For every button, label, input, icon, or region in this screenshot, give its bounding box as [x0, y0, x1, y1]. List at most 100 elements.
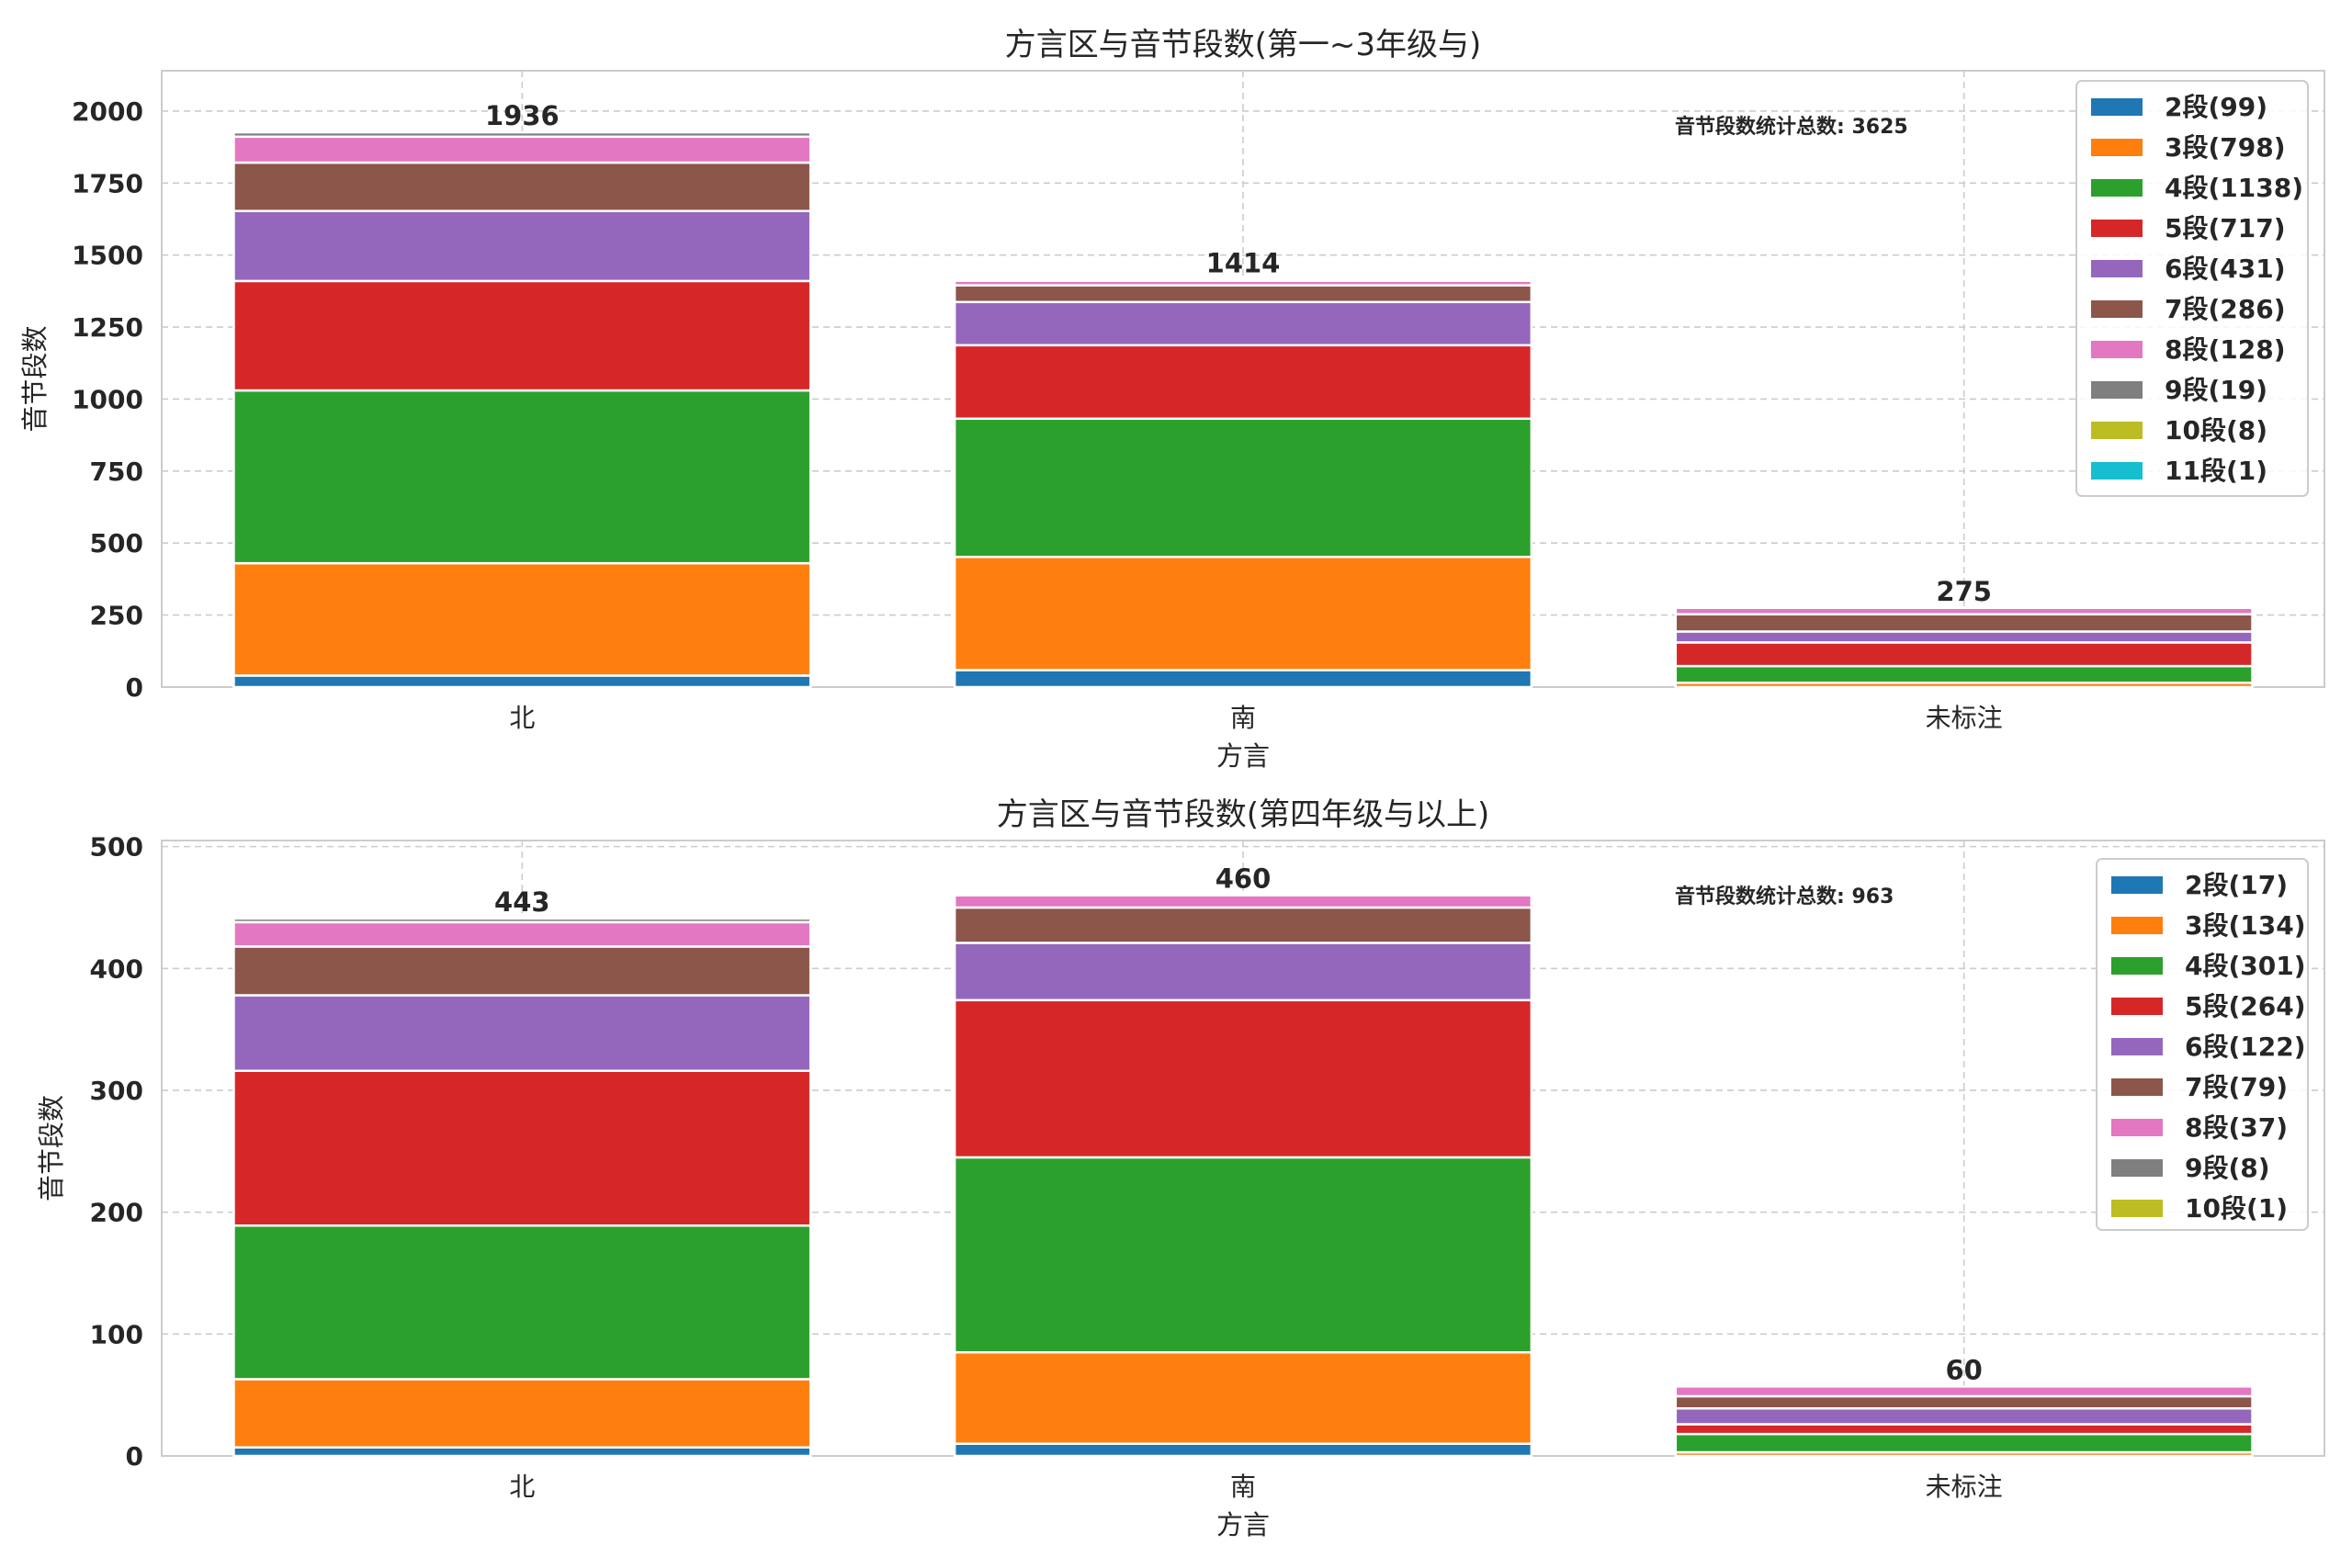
- legend-label: 6段(431): [2165, 254, 2286, 284]
- legend-label: 5段(264): [2185, 991, 2306, 1021]
- legend-label: 4段(1138): [2165, 173, 2303, 203]
- bar-segment: [232, 135, 812, 164]
- bar-segment: [953, 344, 1533, 421]
- legend-swatch: [2091, 341, 2143, 358]
- y-tick-label: 750: [90, 457, 143, 487]
- legend-swatch: [2111, 1119, 2163, 1136]
- legend-swatch: [2091, 98, 2143, 116]
- bar-segment: [953, 300, 1533, 347]
- legend-label: 3段(798): [2165, 132, 2286, 163]
- legend-label: 9段(19): [2165, 375, 2267, 405]
- y-tick-label: 0: [126, 1441, 143, 1472]
- legend-swatch: [2111, 917, 2163, 934]
- bar-segment: [1674, 613, 2254, 633]
- legend-swatch: [2091, 462, 2143, 479]
- legend: 2段(99) 3段(798) 4段(1138) 5段(717) 6段(431) 7段(28…: [2075, 80, 2309, 497]
- legend-label: 11段(1): [2165, 456, 2267, 486]
- legend-swatch: [2111, 1038, 2163, 1055]
- bar-segment: [953, 284, 1533, 304]
- bar-total-label: 1414: [1206, 248, 1281, 279]
- legend-label: 3段(134): [2185, 910, 2306, 941]
- total-annotation: 音节段数统计总数: 3625: [1675, 115, 1908, 139]
- legend-swatch: [2091, 260, 2143, 277]
- bar-segment: [953, 1350, 1533, 1445]
- bar-total-label: 460: [1216, 863, 1272, 895]
- legend-label: 4段(301): [2185, 951, 2306, 981]
- bar-segment: [232, 561, 812, 677]
- legend-label: 7段(79): [2185, 1072, 2288, 1102]
- bar-segment: [1674, 630, 2254, 644]
- y-tick-label: 250: [90, 601, 143, 631]
- legend-label: 8段(37): [2185, 1112, 2288, 1143]
- legend-label: 8段(128): [2165, 334, 2286, 365]
- y-tick-label: 1000: [72, 384, 143, 414]
- bar-segment: [232, 917, 812, 924]
- x-axis-label: 方言: [1216, 1509, 1270, 1540]
- bar-segment: [232, 1224, 812, 1381]
- y-tick-label: 300: [90, 1076, 143, 1106]
- y-tick-label: 500: [90, 832, 143, 863]
- bar-segment: [953, 1156, 1533, 1354]
- bar-segment: [1674, 1423, 2254, 1436]
- bar-segment: [1674, 1385, 2254, 1398]
- x-tick-label: 南: [1230, 703, 1256, 733]
- bar-segment: [232, 674, 812, 689]
- bar-segment: [953, 417, 1533, 558]
- chart-2: 0 100 200 300 400 500 北 南 未标注 443 460 60 方言区与音节段数(第四…: [36, 796, 2325, 1540]
- bar-segment: [232, 1378, 812, 1449]
- legend-swatch: [2091, 381, 2143, 399]
- legend-swatch: [2091, 300, 2143, 318]
- y-tick-label: 1250: [72, 312, 143, 343]
- chart-1: 0 250 500 750 1000 1250 1500 1750 2000 北 南 未标注 1936 1…: [19, 27, 2325, 772]
- bar-total-label: 60: [1945, 1354, 1982, 1385]
- y-tick-label: 200: [90, 1198, 143, 1228]
- y-tick-label: 1500: [72, 241, 143, 271]
- bar-segment: [232, 130, 812, 139]
- bar-segment: [232, 389, 812, 565]
- bar-total-label: 1936: [485, 100, 560, 131]
- y-axis-label: 音节段数: [19, 325, 51, 432]
- legend-label: 9段(8): [2185, 1153, 2270, 1183]
- bar-segment: [953, 998, 1533, 1159]
- bar-segment: [953, 906, 1533, 944]
- y-tick-label: 500: [90, 528, 143, 558]
- total-annotation: 音节段数统计总数: 963: [1675, 885, 1894, 908]
- bar-segment: [232, 1069, 812, 1227]
- chart-title: 方言区与音节段数(第四年级与以上): [997, 796, 1490, 833]
- bar-segment: [232, 161, 812, 212]
- y-tick-label: 400: [90, 953, 143, 984]
- bar-segment: [1674, 606, 2254, 615]
- legend-swatch: [2091, 179, 2143, 197]
- bar-total-label: 275: [1936, 576, 1992, 607]
- legend-swatch: [2111, 1159, 2163, 1177]
- bar-segment: [953, 894, 1533, 909]
- legend-swatch: [2111, 876, 2163, 894]
- legend-label: 7段(286): [2165, 294, 2286, 324]
- x-tick-label: 南: [1230, 1472, 1256, 1502]
- legend: 2段(17) 3段(134) 4段(301) 5段(264) 6段(122) 7段(79)…: [2096, 858, 2309, 1231]
- bar-segment: [953, 669, 1533, 689]
- y-tick-label: 2000: [72, 96, 143, 127]
- legend-label: 5段(717): [2165, 213, 2286, 243]
- legend-swatch: [2111, 1200, 2163, 1217]
- bar-segment: [953, 556, 1533, 671]
- y-tick-label: 0: [126, 672, 143, 703]
- chart-title: 方言区与音节段数(第一~3年级与): [1005, 27, 1482, 63]
- bar-segment: [1674, 1394, 2254, 1410]
- x-tick-label: 未标注: [1926, 703, 2003, 733]
- bar-segment: [1674, 1407, 2254, 1426]
- bar-segment: [1674, 664, 2254, 684]
- legend-box: [2096, 858, 2309, 1231]
- x-axis-label: 方言: [1216, 740, 1270, 772]
- legend-swatch: [2091, 220, 2143, 237]
- bar-segment: [232, 209, 812, 283]
- x-tick-label: 未标注: [1926, 1472, 2003, 1502]
- bar-segment: [1674, 1432, 2254, 1454]
- bar-segment: [1674, 641, 2254, 668]
- y-axis-label: 音节段数: [36, 1095, 67, 1201]
- bar-segment: [232, 920, 812, 948]
- legend-swatch: [2111, 1078, 2163, 1096]
- legend-label: 2段(99): [2165, 92, 2267, 122]
- y-tick-label: 100: [90, 1319, 143, 1349]
